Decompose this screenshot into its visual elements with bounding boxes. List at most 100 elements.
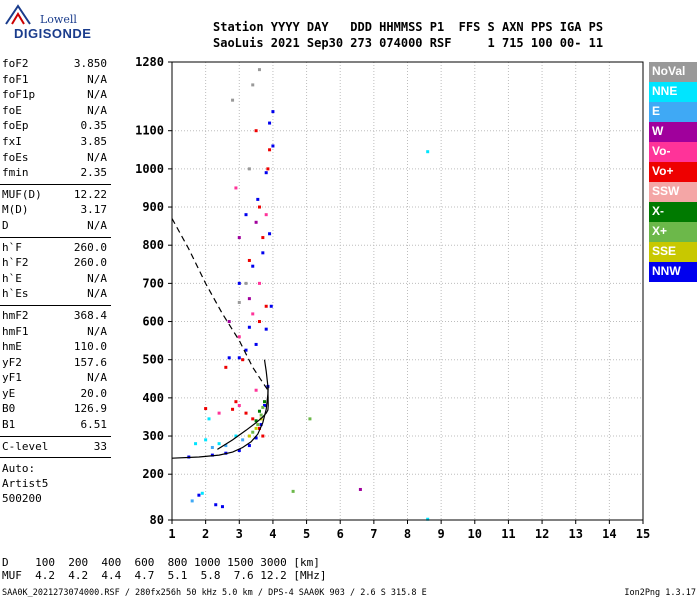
legend-entry: SSW bbox=[649, 182, 697, 202]
data-point bbox=[251, 430, 255, 434]
axes: 1 2 3 4 5 6 7 8 9 10 11 12 13 14 158020030040050060070… bbox=[135, 55, 650, 541]
data-point bbox=[251, 312, 255, 316]
data-point bbox=[237, 236, 241, 240]
data-point bbox=[257, 409, 261, 413]
y-tick-label: 1280 bbox=[135, 55, 164, 69]
data-point bbox=[194, 442, 198, 446]
data-point bbox=[358, 487, 362, 491]
data-point bbox=[254, 426, 258, 430]
x-tick-label: 1 bbox=[168, 527, 175, 541]
data-point bbox=[247, 434, 251, 438]
x-tick-label: 6 bbox=[337, 527, 344, 541]
grid bbox=[172, 62, 643, 520]
param-row: foEp 0.35 bbox=[0, 119, 111, 135]
param-separator bbox=[0, 435, 111, 437]
y-tick-label: 800 bbox=[142, 238, 164, 252]
data-point bbox=[257, 205, 261, 209]
x-tick-label: 14 bbox=[602, 527, 616, 541]
param-value: 260.0 bbox=[73, 256, 107, 270]
data-point bbox=[227, 356, 231, 360]
legend-entry: E bbox=[649, 102, 697, 122]
data-point bbox=[234, 400, 238, 404]
parameter-panel: foF2 3.850 foF1 N/A foF1p N/A foE N/A foEp 0.35 fx… bbox=[0, 57, 111, 506]
param-value: 157.6 bbox=[73, 355, 107, 369]
data-point bbox=[264, 171, 268, 175]
param-row: foF2 3.850 bbox=[0, 57, 111, 73]
x-tick-label: 12 bbox=[535, 527, 549, 541]
param-value: 110.0 bbox=[73, 340, 107, 354]
param-value: 12.22 bbox=[73, 187, 107, 201]
param-key: B1 bbox=[2, 418, 16, 432]
param-row: foEs N/A bbox=[0, 151, 111, 167]
x-tick-label: 10 bbox=[468, 527, 482, 541]
param-separator bbox=[0, 457, 111, 459]
param-row: hmE 110.0 bbox=[0, 340, 111, 356]
muf-row: MUF 4.2 4.2 4.4 4.7 5.1 5.8 7.6 12.2 [MH… bbox=[2, 569, 327, 582]
data-point bbox=[214, 503, 218, 507]
param-key: yF2 bbox=[2, 355, 22, 369]
y-tick-label: 1000 bbox=[135, 162, 164, 176]
x-tick-label: 3 bbox=[236, 527, 243, 541]
x-tick-label: 4 bbox=[269, 527, 276, 541]
data-point bbox=[254, 419, 258, 423]
data-point bbox=[237, 449, 241, 453]
logo-line1: Lowell bbox=[40, 13, 77, 26]
data-point bbox=[244, 348, 248, 352]
data-point bbox=[224, 444, 228, 448]
param-row: MUF(D) 12.22 bbox=[0, 188, 111, 204]
param-key: fxI bbox=[2, 134, 22, 148]
data-point bbox=[261, 405, 265, 409]
param-value: N/A bbox=[87, 103, 107, 117]
data-point bbox=[247, 325, 251, 329]
param-key: h`E bbox=[2, 271, 22, 285]
header-labels: Station YYYY DAY DDD HHMMSS P1 FFS S AXN… bbox=[213, 20, 604, 34]
param-separator bbox=[0, 304, 111, 306]
y-tick-label: 200 bbox=[142, 467, 164, 481]
param-key: yE bbox=[2, 386, 16, 400]
data-point bbox=[254, 388, 258, 392]
param-row: yE 20.0 bbox=[0, 387, 111, 403]
data-point bbox=[261, 434, 265, 438]
data-point bbox=[426, 517, 430, 521]
data-point bbox=[268, 232, 272, 236]
param-row: D N/A bbox=[0, 219, 111, 235]
param-value: 3.17 bbox=[80, 203, 108, 217]
data-point bbox=[254, 220, 258, 224]
param-row: foF1 N/A bbox=[0, 73, 111, 89]
param-key: C-level bbox=[2, 439, 49, 453]
data-point bbox=[244, 411, 248, 415]
param-value: 6.51 bbox=[80, 418, 108, 432]
param-value: N/A bbox=[87, 218, 107, 232]
data-point bbox=[220, 505, 224, 509]
param-key: MUF(D) bbox=[2, 187, 42, 201]
x-tick-label: 13 bbox=[568, 527, 582, 541]
param-key: hmF1 bbox=[2, 324, 29, 338]
param-value: N/A bbox=[87, 371, 107, 385]
data-point bbox=[247, 444, 251, 448]
x-tick-label: 9 bbox=[438, 527, 445, 541]
data-point bbox=[254, 129, 258, 133]
file-info: SAA0K_2021273074000.RSF / 280fx256h 50 k… bbox=[2, 588, 427, 598]
param-value: 20.0 bbox=[80, 386, 108, 400]
data-point bbox=[256, 423, 260, 427]
profile-curve bbox=[217, 359, 269, 450]
data-point bbox=[261, 236, 265, 240]
data-point bbox=[227, 320, 231, 324]
param-key: B0 bbox=[2, 402, 16, 416]
param-value: 2.35 bbox=[80, 166, 108, 180]
data-point bbox=[251, 417, 255, 421]
autoscaling-line: Artist5 bbox=[2, 477, 49, 491]
data-point bbox=[271, 110, 275, 114]
data-point bbox=[237, 335, 241, 339]
param-key: foEs bbox=[2, 150, 29, 164]
param-key: foEp bbox=[2, 119, 29, 133]
param-row: M(D) 3.17 bbox=[0, 203, 111, 219]
x-tick-label: 15 bbox=[636, 527, 650, 541]
data-point bbox=[204, 438, 208, 442]
data-point bbox=[217, 411, 221, 415]
autoscaling-line: Auto: bbox=[2, 462, 36, 476]
data-point bbox=[269, 304, 273, 308]
param-key: fmin bbox=[2, 166, 29, 180]
param-value: 126.9 bbox=[73, 402, 107, 416]
data-point bbox=[263, 404, 267, 407]
